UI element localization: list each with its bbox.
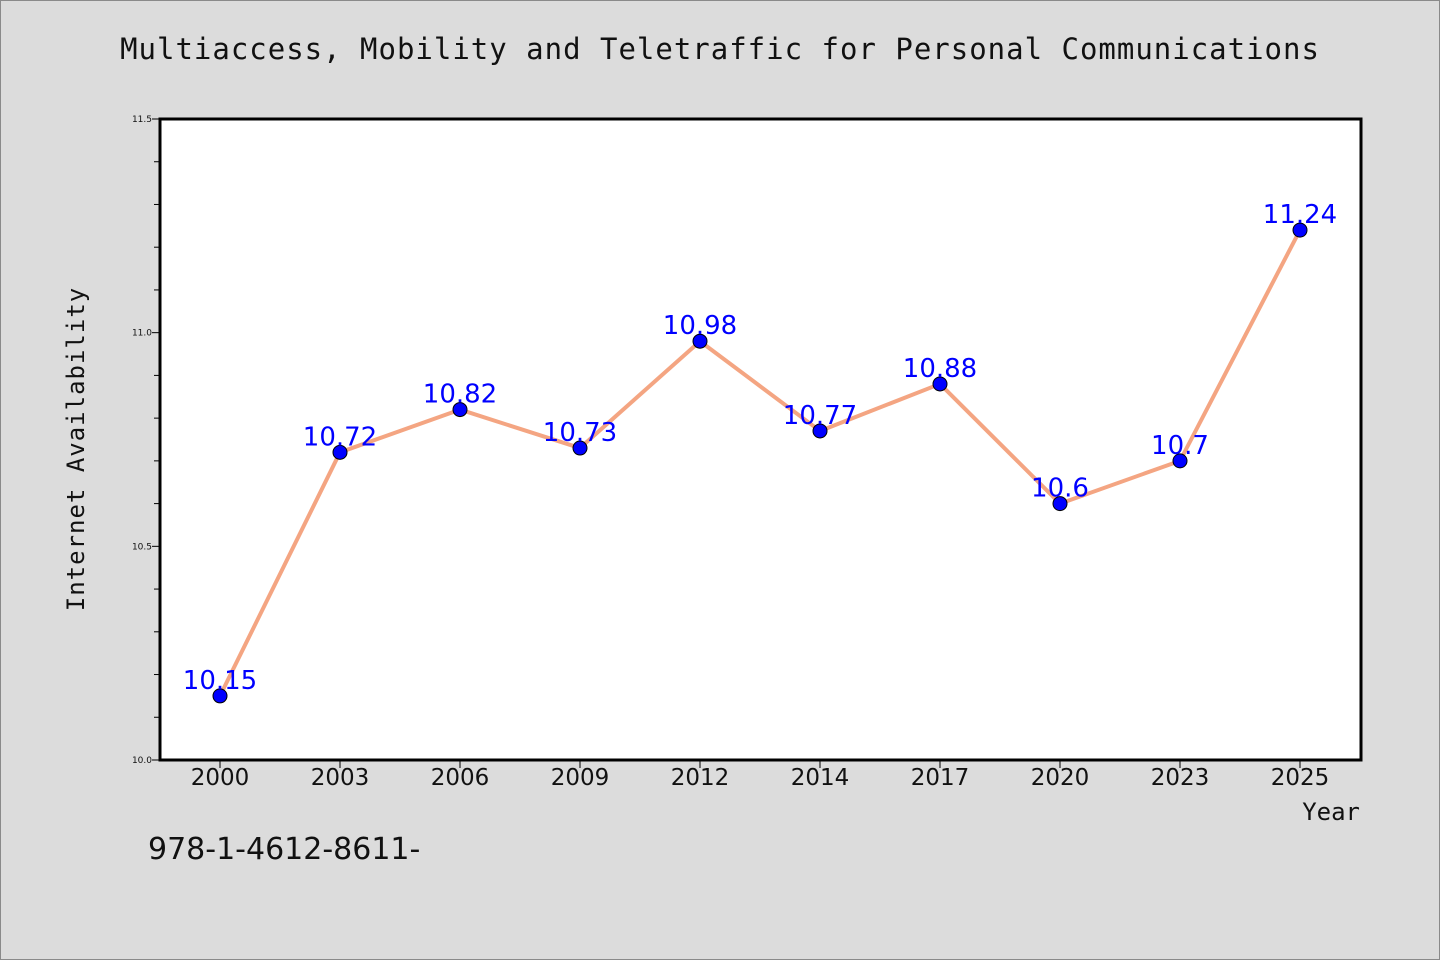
x-tick-label: 2012 [671, 765, 730, 791]
data-label: 10.15 [183, 666, 257, 696]
data-label: 10.73 [543, 418, 617, 448]
data-point [1052, 496, 1068, 512]
chart-title: Multiaccess, Mobility and Teletraffic fo… [120, 32, 1320, 66]
x-tick-label: 2025 [1271, 765, 1330, 791]
data-labels: 10.15 10.72 10.82 10.73 10.98 10.77 10.88 10.6 1… [183, 200, 1337, 696]
data-point [812, 423, 828, 439]
data-label: 10.7 [1151, 431, 1209, 461]
y-tick-label: 10.5 [132, 542, 152, 552]
data-point [1172, 453, 1188, 469]
x-tick-label: 2009 [551, 765, 610, 791]
footer-code: 978-1-4612-8611- [148, 832, 421, 867]
data-label: 10.77 [783, 401, 857, 431]
series-line [218, 228, 1302, 698]
data-point [332, 444, 348, 460]
data-label: 11.24 [1263, 200, 1337, 230]
data-point [212, 688, 228, 704]
data-label: 10.72 [303, 422, 377, 452]
data-point [452, 402, 468, 418]
x-tick-label: 2023 [1151, 765, 1210, 791]
y-tick-label: 11.5 [132, 115, 152, 125]
x-tick-label: 2020 [1031, 765, 1090, 791]
x-tick-label: 2000 [191, 765, 250, 791]
series [212, 222, 1308, 704]
data-point [1292, 222, 1308, 238]
y-axis-label: Internet Availability [62, 287, 90, 611]
data-point [572, 440, 588, 456]
data-label: 10.88 [903, 354, 977, 384]
data-point [692, 333, 708, 349]
x-axis: 2000 2003 2006 2009 2012 2014 2017 2020 2023 2025 [191, 760, 1330, 791]
data-label: 10.98 [663, 311, 737, 341]
plot-area [160, 119, 1361, 760]
x-tick-label: 2017 [911, 765, 970, 791]
y-tick-label: 10.0 [132, 756, 152, 766]
plot-border [158, 117, 1363, 762]
x-tick-label: 2003 [311, 765, 370, 791]
data-label: 10.6 [1031, 474, 1089, 504]
data-point [932, 376, 948, 392]
y-tick-label: 11.0 [132, 329, 152, 339]
x-tick-label: 2014 [791, 765, 850, 791]
y-axis: 10.0 10.5 11.0 11.5 [132, 115, 160, 766]
x-tick-label: 2006 [431, 765, 490, 791]
x-axis-label: Year [1302, 798, 1360, 826]
data-label: 10.82 [423, 380, 497, 410]
